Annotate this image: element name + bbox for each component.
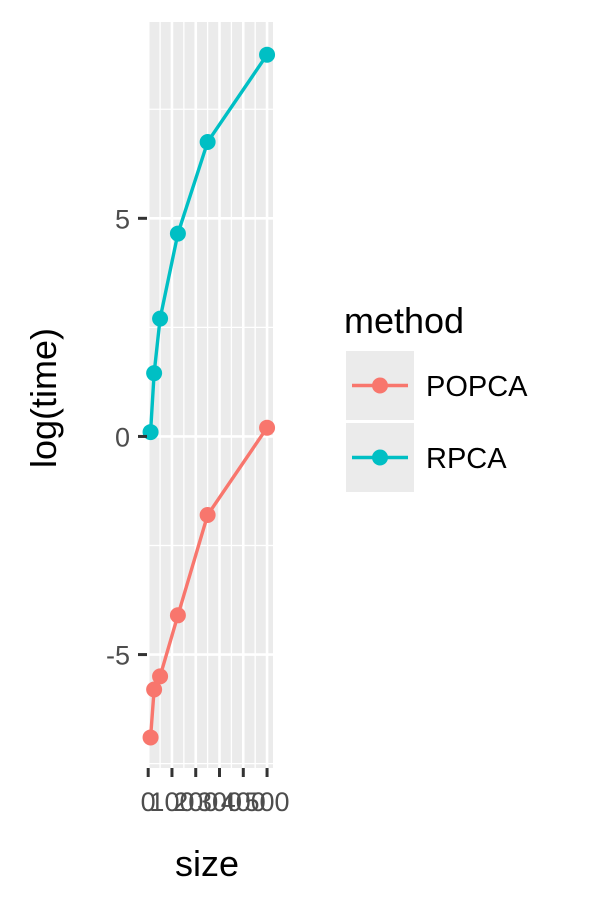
data-point-popca (259, 419, 276, 436)
data-point-rpca (169, 225, 186, 242)
legend-label-popca: POPCA (426, 371, 528, 403)
data-point-popca (146, 681, 163, 698)
series-line-popca (148, 426, 269, 738)
data-point-rpca (146, 365, 163, 382)
y-axis: -5 0 5 (106, 204, 147, 671)
data-point-popca (169, 607, 186, 624)
legend-label-rpca: RPCA (426, 443, 507, 475)
legend: method POPCA RPCA (344, 300, 528, 492)
y-tick-label: 0 (115, 422, 130, 452)
y-tick-label: -5 (106, 641, 130, 671)
data-point-popca (142, 729, 159, 746)
x-tick-label: 500 (245, 787, 290, 817)
y-tick-label: 5 (115, 204, 130, 234)
y-axis-title: log(time) (23, 328, 64, 468)
data-point-rpca (152, 310, 169, 327)
data-point-rpca (199, 133, 216, 150)
legend-key-point (372, 377, 388, 394)
data-point-popca (152, 668, 169, 685)
data-point-rpca (259, 46, 276, 63)
legend-key-point (372, 449, 388, 466)
legend-items: POPCA RPCA (346, 351, 528, 492)
x-tick-label: 400 (221, 787, 266, 817)
grid-major (146, 22, 273, 768)
legend-title: method (344, 300, 464, 341)
series-line-rpca (148, 53, 269, 433)
x-tick-label: 0 (141, 787, 156, 817)
x-tick-label: 200 (173, 787, 218, 817)
x-axis-title: size (175, 843, 239, 884)
x-tick-label: 100 (149, 787, 194, 817)
data-point-popca (199, 506, 216, 523)
x-tick-label: 300 (197, 787, 242, 817)
series-layer (142, 46, 276, 746)
